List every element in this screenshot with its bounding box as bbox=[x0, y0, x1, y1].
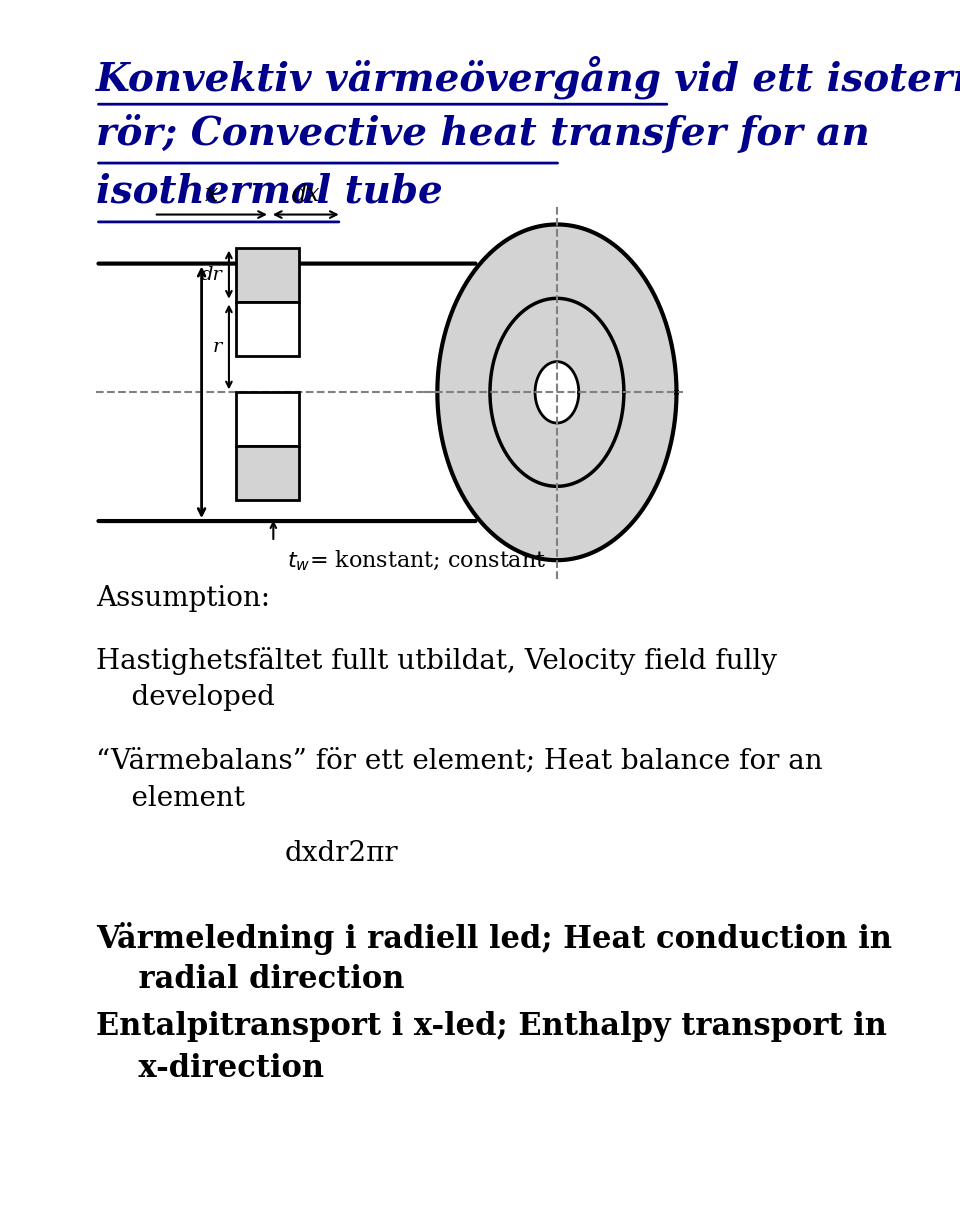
Bar bbox=[236, 248, 299, 302]
Text: Assumption:: Assumption: bbox=[96, 585, 270, 612]
Text: Entalpitransport i x-led; Enthalpy transport in: Entalpitransport i x-led; Enthalpy trans… bbox=[96, 1011, 887, 1042]
Text: rör; Convective heat transfer for an: rör; Convective heat transfer for an bbox=[96, 114, 870, 153]
Text: $t_w$= konstant; constant: $t_w$= konstant; constant bbox=[287, 549, 546, 574]
Text: x: x bbox=[205, 183, 219, 206]
Text: dr: dr bbox=[201, 266, 222, 283]
Text: Hastighetsfältet fullt utbildat, Velocity field fully: Hastighetsfältet fullt utbildat, Velocit… bbox=[96, 647, 777, 676]
Text: Värmeledning i radiell led; Heat conduction in: Värmeledning i radiell led; Heat conduct… bbox=[96, 922, 892, 955]
Bar bbox=[236, 302, 299, 356]
Text: Konvektiv värmeövergång vid ett isotermt: Konvektiv värmeövergång vid ett isotermt bbox=[96, 55, 960, 98]
Text: “Värmebalans” för ett element; Heat balance for an: “Värmebalans” för ett element; Heat bala… bbox=[96, 748, 823, 775]
Text: x-direction: x-direction bbox=[96, 1053, 324, 1084]
Bar bbox=[236, 392, 299, 446]
Polygon shape bbox=[438, 224, 677, 560]
Text: r: r bbox=[213, 338, 222, 356]
Bar bbox=[236, 446, 299, 500]
Text: radial direction: radial direction bbox=[96, 964, 404, 994]
Polygon shape bbox=[535, 362, 579, 423]
Text: dxdr2πr: dxdr2πr bbox=[285, 840, 398, 867]
Text: dx: dx bbox=[292, 183, 321, 206]
Text: element: element bbox=[96, 785, 245, 812]
Polygon shape bbox=[490, 298, 624, 487]
Text: isothermal tube: isothermal tube bbox=[96, 173, 443, 211]
Text: developed: developed bbox=[96, 684, 275, 711]
